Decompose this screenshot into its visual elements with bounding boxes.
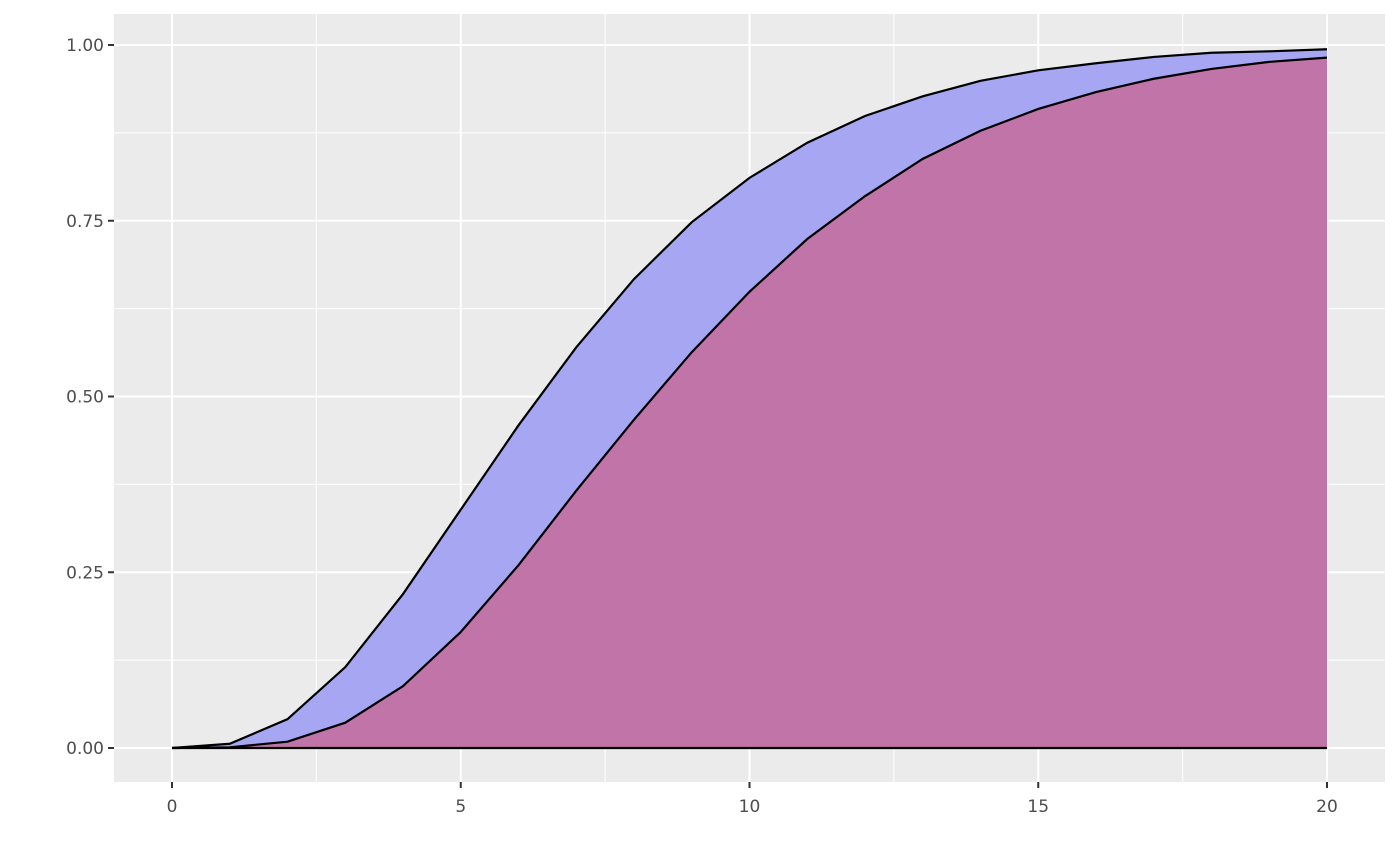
axes: 0 5 10 15 20 0.00 0.25 0.50 0.75 1.00: [66, 36, 1338, 817]
areas: [171, 48, 1328, 750]
x-tick-label: 20: [1316, 797, 1338, 817]
y-tick-label: 1.00: [66, 36, 104, 56]
y-tick-label: 0.75: [66, 212, 104, 232]
x-tick-label: 15: [1027, 797, 1049, 817]
line-series-2: [171, 56, 1328, 750]
line-series-1: [171, 48, 1328, 750]
x-tick-label: 0: [167, 797, 178, 817]
y-tick-label: 0.00: [66, 739, 104, 759]
x-tick-label: 5: [455, 797, 466, 817]
y-tick-label: 0.50: [66, 388, 104, 408]
y-tick-label: 0.25: [66, 563, 104, 583]
area-series-2: [172, 57, 1327, 749]
x-tick-label: 10: [739, 797, 761, 817]
